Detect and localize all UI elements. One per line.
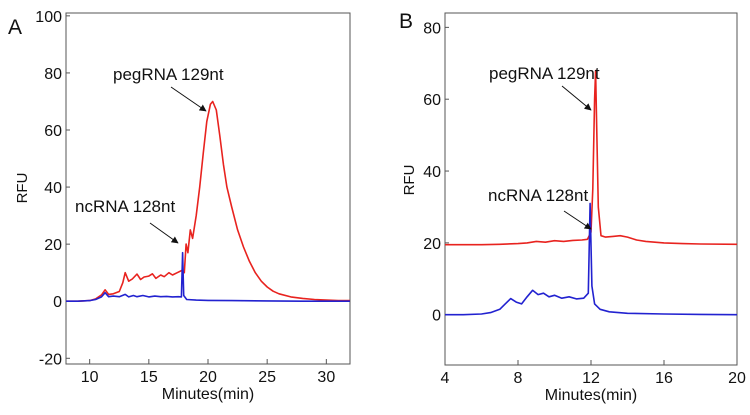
panel-a-annotation-pegrna: pegRNA 129nt [113, 65, 224, 84]
panel-b-x-tick-label: 20 [728, 370, 746, 387]
panel-a-y-tick-label: 40 [44, 180, 62, 197]
panel-a-x-tick-label: 15 [140, 369, 158, 386]
panel-a-y-tick-label: 100 [35, 9, 62, 26]
panel-a-y-tick-label: 60 [44, 123, 62, 140]
panel-a-x-axis-label: Minutes(min) [162, 386, 254, 403]
panel-a-y-axis-label: RFU [14, 173, 31, 204]
panel-a-label: A [8, 16, 22, 39]
panel-a-series-blue-line [66, 251, 350, 302]
panel-b-y-axis-label: RFU [401, 165, 418, 196]
panel-b-x-axis-label: Minutes(min) [545, 387, 637, 404]
panel-a-y-tick-label: -20 [39, 351, 62, 368]
panel-b-y-tick-label: 20 [423, 236, 441, 253]
panel-b-series-blue-line [445, 202, 737, 316]
panel-a-x-tick-label: 10 [81, 369, 99, 386]
panel-a-x-tick-label: 20 [199, 369, 217, 386]
panel-a-x-tick-label: 25 [258, 369, 276, 386]
panel-a-series-group [66, 100, 350, 302]
panel-a-y-tick-label: 80 [44, 66, 62, 83]
panel-b-x-tick-label: 16 [655, 370, 673, 387]
panel-b-y-tick-label: 80 [423, 20, 441, 37]
panel-b-annotation-arrow [561, 85, 592, 111]
panel-b-annotation-pegrna: pegRNA 129nt [489, 64, 600, 83]
panel-b-y-tick-label: 60 [423, 92, 441, 109]
panel-b-annotation-arrow [563, 210, 592, 230]
panel-a-y-tick-label: 20 [44, 237, 62, 254]
panel-b-series-red-line [445, 69, 737, 246]
panel-a-annotation-arrow [170, 86, 207, 112]
panel-b-annotation-ncrna: ncRNA 128nt [488, 186, 588, 205]
panel-a-series-red-line [66, 100, 350, 302]
panel-b-label: B [399, 10, 413, 33]
panel-a-y-tick-label: 0 [53, 294, 62, 311]
panel-a-annotation-ncrna: ncRNA 128nt [75, 197, 175, 216]
panel-a-x-tick-label: 30 [317, 369, 335, 386]
panel-b-x-tick-label: 4 [441, 370, 450, 387]
panel-b-y-tick-label: 0 [432, 308, 441, 325]
panel-b-x-tick-label: 8 [514, 370, 523, 387]
panel-b-x-tick-label: 12 [582, 370, 600, 387]
panel-b-series-group [445, 69, 737, 316]
panel-b-y-tick-label: 40 [423, 164, 441, 181]
panel-a: A -20 0 20 40 60 80 100 10 15 20 25 30 Minutes(min) R… [8, 9, 351, 403]
panel-b: B 0 20 40 60 80 4 8 12 16 20 Minutes(min) RFU pegRNA… [399, 10, 746, 404]
panel-a-annotation-arrow [149, 222, 179, 244]
